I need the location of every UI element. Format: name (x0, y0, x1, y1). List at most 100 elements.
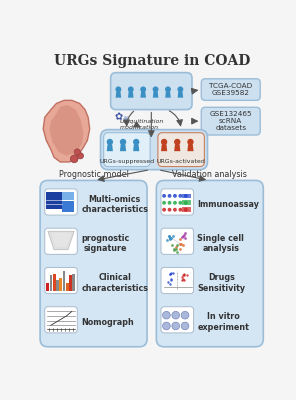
Circle shape (70, 155, 78, 163)
Point (169, 276, 173, 283)
Circle shape (181, 322, 189, 330)
FancyBboxPatch shape (45, 307, 77, 333)
Point (183, 230, 187, 236)
Text: Clinical
characteristics: Clinical characteristics (81, 273, 148, 292)
Circle shape (184, 201, 188, 205)
Bar (182, 194, 191, 198)
Point (165, 237, 169, 243)
Polygon shape (161, 144, 167, 151)
Polygon shape (107, 144, 113, 151)
FancyBboxPatch shape (201, 79, 260, 100)
Bar (46, 283, 49, 290)
Bar (59, 278, 62, 290)
Point (180, 273, 185, 280)
Point (175, 242, 179, 249)
FancyBboxPatch shape (161, 189, 194, 215)
Point (168, 235, 173, 242)
Circle shape (134, 140, 139, 144)
Circle shape (178, 194, 182, 198)
Point (168, 281, 172, 287)
Polygon shape (187, 144, 194, 151)
FancyBboxPatch shape (101, 130, 207, 170)
Circle shape (173, 312, 178, 318)
Bar (62, 270, 65, 290)
Circle shape (141, 87, 145, 92)
Circle shape (162, 140, 167, 144)
Point (181, 276, 185, 282)
Circle shape (184, 208, 188, 212)
Circle shape (166, 87, 170, 92)
Circle shape (162, 208, 166, 212)
Circle shape (163, 322, 170, 330)
Point (166, 233, 171, 240)
Point (168, 271, 173, 278)
Polygon shape (51, 233, 71, 247)
Point (180, 276, 185, 283)
Circle shape (184, 194, 188, 198)
Polygon shape (115, 92, 121, 98)
Text: URGs-suppressed: URGs-suppressed (99, 159, 155, 164)
Point (169, 234, 173, 241)
Polygon shape (48, 231, 74, 250)
FancyBboxPatch shape (104, 133, 150, 166)
Point (168, 270, 173, 276)
Point (171, 232, 176, 239)
Circle shape (116, 87, 120, 92)
Circle shape (168, 208, 171, 212)
Circle shape (173, 323, 178, 329)
Bar (62, 192, 74, 200)
Point (170, 242, 174, 248)
Text: Immunoassay: Immunoassay (197, 200, 259, 209)
Circle shape (175, 140, 180, 144)
Point (168, 271, 173, 277)
Circle shape (173, 201, 177, 205)
Polygon shape (133, 144, 139, 151)
Circle shape (178, 87, 183, 92)
Point (178, 240, 183, 247)
Text: GSE132465
scRNA
datasets: GSE132465 scRNA datasets (210, 111, 252, 131)
FancyBboxPatch shape (158, 133, 205, 166)
Circle shape (173, 208, 177, 212)
Bar (49, 275, 52, 290)
Bar (69, 275, 72, 290)
Bar (182, 207, 191, 212)
Text: prognostic
signature: prognostic signature (81, 234, 129, 253)
FancyBboxPatch shape (40, 180, 147, 347)
Point (167, 233, 172, 240)
Point (171, 269, 176, 276)
Point (168, 235, 173, 241)
FancyBboxPatch shape (156, 180, 263, 347)
Bar (56, 280, 59, 290)
Circle shape (178, 201, 182, 205)
Point (171, 247, 176, 254)
Bar (72, 274, 75, 290)
Bar (62, 201, 74, 212)
Point (168, 276, 173, 282)
Point (181, 232, 186, 239)
Text: Prognostic model: Prognostic model (59, 170, 129, 179)
Circle shape (162, 201, 166, 205)
Text: Multi-omics
characteristics: Multi-omics characteristics (81, 195, 148, 214)
Circle shape (188, 140, 193, 144)
Point (168, 235, 173, 241)
Point (181, 272, 186, 278)
Point (181, 241, 186, 248)
Circle shape (162, 194, 166, 198)
Circle shape (153, 87, 158, 92)
Circle shape (128, 87, 133, 92)
Point (175, 249, 179, 255)
Point (173, 246, 178, 252)
Point (183, 235, 188, 242)
Text: URGs-activated: URGs-activated (157, 159, 205, 164)
Text: Validation analysis: Validation analysis (172, 170, 247, 179)
Text: Single cell
analysis: Single cell analysis (197, 234, 244, 253)
Circle shape (74, 149, 81, 155)
Text: URGs Signature in COAD: URGs Signature in COAD (54, 54, 250, 68)
Circle shape (181, 311, 189, 319)
Bar (66, 283, 69, 290)
Circle shape (163, 311, 170, 319)
FancyBboxPatch shape (111, 73, 192, 110)
Polygon shape (165, 92, 171, 98)
Circle shape (77, 153, 83, 159)
Polygon shape (153, 92, 158, 98)
